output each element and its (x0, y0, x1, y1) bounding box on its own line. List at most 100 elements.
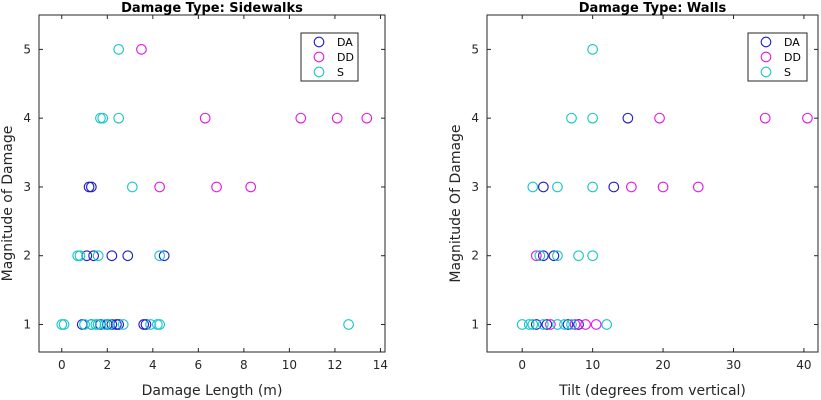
data-point-S (117, 319, 129, 330)
data-point-S (97, 112, 109, 124)
data-point-DD (590, 319, 602, 330)
data-point-DA (573, 319, 584, 330)
data-point-DD (154, 181, 165, 193)
data-point-DD (295, 112, 307, 124)
y-tick-label: 2 (471, 249, 479, 263)
data-point-S (587, 112, 598, 124)
legend: DA DD S (300, 32, 359, 82)
legend-label-DD: DD (337, 51, 354, 64)
data-point-S (104, 319, 115, 330)
data-point-S (523, 319, 535, 330)
x-tick-label: 4 (149, 358, 157, 372)
legend-label-DA: DA (337, 36, 353, 49)
data-point-DA (76, 319, 88, 330)
series-DD (136, 44, 373, 193)
data-point-S (527, 319, 539, 330)
y-tick-label: 4 (471, 111, 479, 125)
data-point-S (99, 319, 111, 330)
data-point-DA (537, 250, 549, 262)
chart-title: Damage Type: Sidewalks (121, 1, 303, 16)
legend-marker-S (760, 66, 772, 78)
data-point-DA (106, 250, 118, 262)
data-point-S (573, 250, 584, 262)
legend: DA DD S (747, 32, 808, 82)
data-point-S (587, 250, 598, 262)
legend-box (747, 32, 808, 82)
chart-panel-2: 0 10 20 30 40 1 2 3 4 5 Damage Type: Walls Tilt (de… (448, 1, 819, 399)
x-tick-label: 10 (282, 358, 297, 372)
data-point-S (58, 319, 70, 330)
data-point-DA (83, 181, 95, 193)
y-tick-label: 1 (23, 317, 31, 331)
data-point-DD (580, 319, 591, 330)
data-point-DD (136, 44, 147, 55)
data-point-DA (608, 181, 620, 193)
legend-marker-S (313, 66, 325, 78)
data-point-DA (622, 112, 634, 124)
x-axis-label: Tilt (degrees from vertical) (558, 383, 746, 399)
y-tick-label: 1 (471, 317, 479, 331)
data-point-DA (548, 250, 560, 262)
data-point-DD (245, 181, 257, 193)
x-tick-label: 30 (726, 358, 741, 372)
legend-marker-DD (760, 51, 772, 63)
series-DD (530, 112, 813, 330)
data-point-S (343, 319, 354, 330)
data-point-DD (626, 181, 637, 193)
data-point-DD (530, 250, 542, 262)
data-point-DD (759, 112, 771, 124)
data-point-DD (361, 112, 373, 124)
data-point-S (534, 250, 546, 262)
x-tick-label: 6 (195, 358, 203, 372)
x-tick-label: 0 (58, 358, 66, 372)
data-point-S (559, 319, 570, 330)
series-S (516, 44, 613, 330)
x-axis-label: Damage Length (m) (142, 383, 283, 399)
data-point-S (74, 250, 86, 262)
x-tick-label: 8 (240, 358, 248, 372)
data-point-DD (569, 319, 581, 330)
data-point-DA (158, 250, 170, 262)
data-point-DA (537, 181, 549, 193)
data-point-DA (530, 319, 542, 330)
data-point-DA (562, 319, 574, 330)
data-point-S (56, 319, 68, 330)
data-point-S (566, 319, 577, 330)
y-axis-label: Magnitude Of Damage (448, 124, 464, 282)
y-tick-label: 4 (23, 111, 31, 125)
series-S (56, 44, 354, 330)
axes-box (486, 14, 819, 353)
data-point-S (72, 250, 84, 262)
x-tick-label: 2 (103, 358, 111, 372)
data-point-S (601, 319, 613, 330)
y-tick-label: 5 (471, 42, 479, 56)
data-point-S (154, 250, 165, 262)
legend-label-S: S (784, 66, 791, 79)
y-tick-label: 3 (23, 180, 31, 194)
x-tick-label: 0 (518, 358, 526, 372)
x-tick-label: 14 (373, 358, 388, 372)
data-point-S (527, 181, 539, 193)
data-point-S (92, 319, 104, 330)
chart-title: Damage Type: Walls (579, 1, 727, 16)
data-point-S (92, 250, 104, 262)
legend-marker-DA (313, 36, 325, 48)
data-point-S (552, 319, 563, 330)
x-tick-label: 40 (796, 358, 811, 372)
legend-label-S: S (337, 66, 344, 79)
legend-box (300, 32, 359, 82)
data-point-S (552, 250, 563, 262)
data-point-S (537, 319, 549, 330)
data-point-S (95, 112, 106, 124)
data-point-S (79, 319, 90, 330)
data-point-DD (692, 181, 704, 193)
y-tick-label: 5 (23, 42, 31, 56)
legend-marker-DD (313, 51, 325, 63)
data-point-DA (122, 250, 134, 262)
legend-label-DD: DD (784, 51, 801, 64)
series-DA (530, 112, 634, 330)
legend-label-DA: DA (784, 36, 800, 49)
data-point-S (566, 112, 577, 124)
